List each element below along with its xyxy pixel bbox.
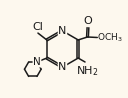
Text: N: N bbox=[58, 26, 67, 36]
Text: Cl: Cl bbox=[32, 22, 43, 32]
Text: NH$_2$: NH$_2$ bbox=[76, 64, 98, 78]
Text: N: N bbox=[58, 62, 67, 72]
Text: OCH$_3$: OCH$_3$ bbox=[98, 31, 123, 44]
Text: N: N bbox=[33, 57, 41, 67]
Text: O: O bbox=[84, 15, 92, 26]
